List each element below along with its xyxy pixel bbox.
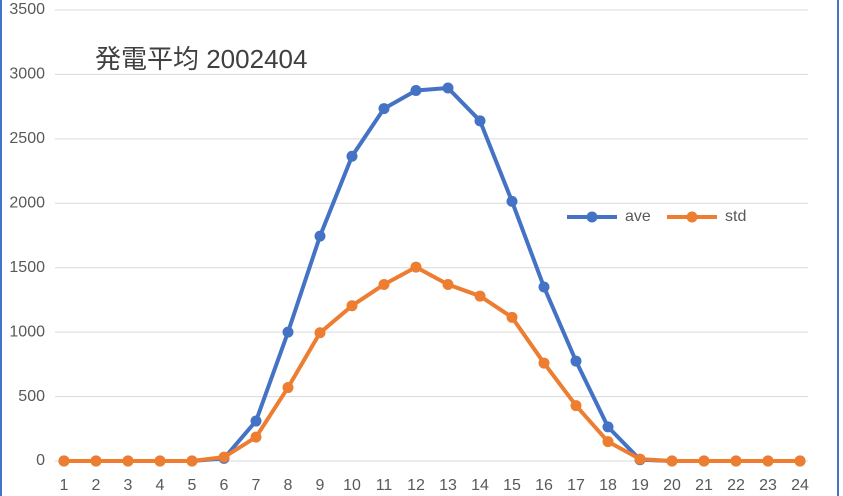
y-tick-label: 1000 xyxy=(9,323,45,340)
x-tick-label: 10 xyxy=(343,477,361,494)
x-tick-label: 14 xyxy=(471,477,489,494)
x-tick-label: 7 xyxy=(252,477,261,494)
x-tick-label: 2 xyxy=(92,477,101,494)
x-tick-label: 12 xyxy=(407,477,425,494)
x-tick-label: 19 xyxy=(631,477,649,494)
data-point xyxy=(730,455,742,467)
x-tick-label: 16 xyxy=(535,477,553,494)
x-tick-label: 22 xyxy=(727,477,745,494)
y-tick-label: 1500 xyxy=(9,259,45,276)
data-point xyxy=(634,453,646,465)
x-tick-label: 5 xyxy=(188,477,197,494)
data-point xyxy=(186,455,198,467)
data-point xyxy=(378,103,390,115)
x-tick-label: 23 xyxy=(759,477,777,494)
data-point xyxy=(538,281,550,293)
data-point xyxy=(570,355,582,367)
y-tick-label: 500 xyxy=(18,388,45,405)
x-tick-label: 13 xyxy=(439,477,457,494)
data-point xyxy=(762,455,774,467)
data-point xyxy=(154,455,166,467)
data-point xyxy=(474,290,486,302)
data-point xyxy=(314,230,326,242)
x-tick-label: 3 xyxy=(124,477,133,494)
data-point xyxy=(122,455,134,467)
y-tick-label: 0 xyxy=(36,452,45,469)
data-point xyxy=(250,431,262,443)
data-point xyxy=(602,436,614,448)
x-tick-label: 20 xyxy=(663,477,681,494)
data-point xyxy=(442,82,454,94)
x-tick-label: 17 xyxy=(567,477,585,494)
x-tick-label: 4 xyxy=(156,477,165,494)
x-tick-label: 18 xyxy=(599,477,617,494)
data-point xyxy=(282,326,294,338)
data-point xyxy=(794,455,806,467)
x-tick-label: 1 xyxy=(60,477,69,494)
data-point xyxy=(58,455,70,467)
x-tick-label: 9 xyxy=(316,477,325,494)
chart-title: 発電平均 2002404 xyxy=(95,44,307,74)
y-tick-label: 3000 xyxy=(9,66,45,83)
legend-marker xyxy=(686,211,698,223)
data-point xyxy=(602,421,614,433)
y-tick-label: 2000 xyxy=(9,195,45,212)
x-tick-label: 6 xyxy=(220,477,229,494)
x-tick-label: 11 xyxy=(376,477,393,494)
x-tick-label: 8 xyxy=(284,477,293,494)
data-point xyxy=(538,357,550,369)
data-point xyxy=(410,261,422,273)
data-point xyxy=(314,327,326,339)
data-point xyxy=(506,195,518,207)
x-tick-label: 15 xyxy=(503,477,521,494)
data-point xyxy=(506,311,518,323)
data-point xyxy=(442,278,454,290)
data-point xyxy=(218,451,230,463)
data-point xyxy=(474,115,486,127)
data-point xyxy=(698,455,710,467)
legend-marker xyxy=(586,211,598,223)
data-point xyxy=(346,300,358,312)
data-point xyxy=(250,415,262,427)
legend-label: ave xyxy=(625,208,651,225)
data-point xyxy=(282,382,294,394)
data-point xyxy=(570,400,582,412)
data-point xyxy=(666,455,678,467)
x-tick-label: 21 xyxy=(695,477,713,494)
data-point xyxy=(346,150,358,162)
data-point xyxy=(378,278,390,290)
y-tick-label: 3500 xyxy=(9,1,45,18)
data-point xyxy=(410,85,422,97)
legend-label: std xyxy=(725,208,746,225)
x-tick-label: 24 xyxy=(791,477,809,494)
y-tick-label: 2500 xyxy=(9,130,45,147)
series-line xyxy=(64,265,800,463)
data-point xyxy=(90,455,102,467)
